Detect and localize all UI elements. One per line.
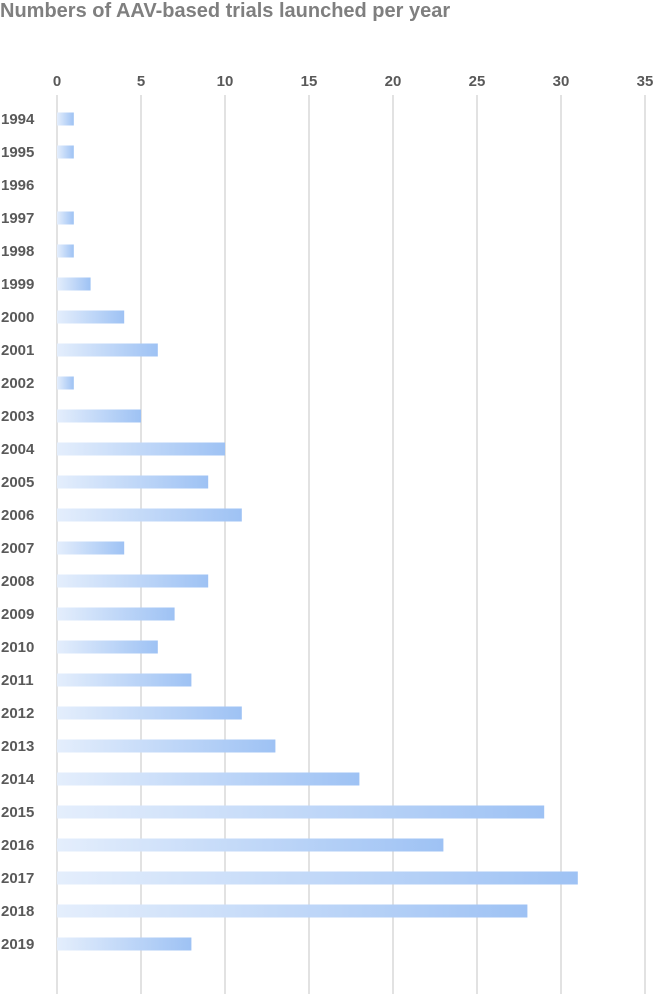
x-tick-label: 0 [53,73,61,90]
bar-2003 [57,409,141,423]
bar-2010 [57,640,158,654]
category-label-2012: 2012 [1,705,34,722]
bar-1997 [57,211,74,225]
x-tick-label: 30 [553,73,570,90]
category-label-2006: 2006 [1,507,34,524]
x-axis-ticks: 0 5 10 15 20 25 30 35 [53,73,654,90]
bar-2000 [57,310,125,324]
bar-2014 [57,772,360,786]
bar-1999 [57,277,91,291]
x-tick-label: 15 [301,73,318,90]
category-label-2008: 2008 [1,573,34,590]
bar-1994 [57,112,74,126]
bar-2008 [57,574,209,588]
x-tick-label: 5 [137,73,145,90]
x-tick-label: 10 [217,73,234,90]
category-label-2019: 2019 [1,936,34,953]
x-tick-label: 35 [637,73,654,90]
chart-title: Numbers of AAV-based trials launched per… [0,0,451,22]
bar-2007 [57,541,125,555]
bar-2005 [57,475,209,489]
category-label-2010: 2010 [1,639,34,656]
category-label-2002: 2002 [1,375,34,392]
category-label-1996: 1996 [1,177,34,194]
bar-2012 [57,706,242,720]
bar-1998 [57,244,74,258]
category-label-2007: 2007 [1,540,34,557]
bar-2016 [57,838,444,852]
bar-2002 [57,376,74,390]
bars [57,112,578,951]
category-label-2009: 2009 [1,606,34,623]
bar-2017 [57,871,578,885]
gridlines [56,95,646,994]
y-axis-categories: 1994 1995 1996 1997 1998 1999 2000 2001 2002 2003… [1,111,35,953]
category-label-1994: 1994 [1,111,35,128]
bar-2013 [57,739,276,753]
category-label-2016: 2016 [1,837,34,854]
category-label-2004: 2004 [1,441,35,458]
bar-2009 [57,607,175,621]
bar-2011 [57,673,192,687]
category-label-2013: 2013 [1,738,34,755]
bar-2018 [57,904,528,918]
category-label-2015: 2015 [1,804,34,821]
bar-2001 [57,343,158,357]
category-label-2000: 2000 [1,309,34,326]
category-label-1998: 1998 [1,243,34,260]
bar-1995 [57,145,74,159]
category-label-2011: 2011 [1,672,34,689]
category-label-2017: 2017 [1,870,34,887]
x-tick-label: 20 [385,73,402,90]
x-tick-label: 25 [469,73,486,90]
bar-2006 [57,508,242,522]
category-label-1999: 1999 [1,276,34,293]
category-label-2018: 2018 [1,903,34,920]
bar-2019 [57,937,192,951]
category-label-2003: 2003 [1,408,34,425]
category-label-1997: 1997 [1,210,34,227]
bar-2015 [57,805,545,819]
category-label-2005: 2005 [1,474,34,491]
bar-2004 [57,442,225,456]
category-label-2001: 2001 [1,342,34,359]
category-label-1995: 1995 [1,144,34,161]
category-label-2014: 2014 [1,771,35,788]
